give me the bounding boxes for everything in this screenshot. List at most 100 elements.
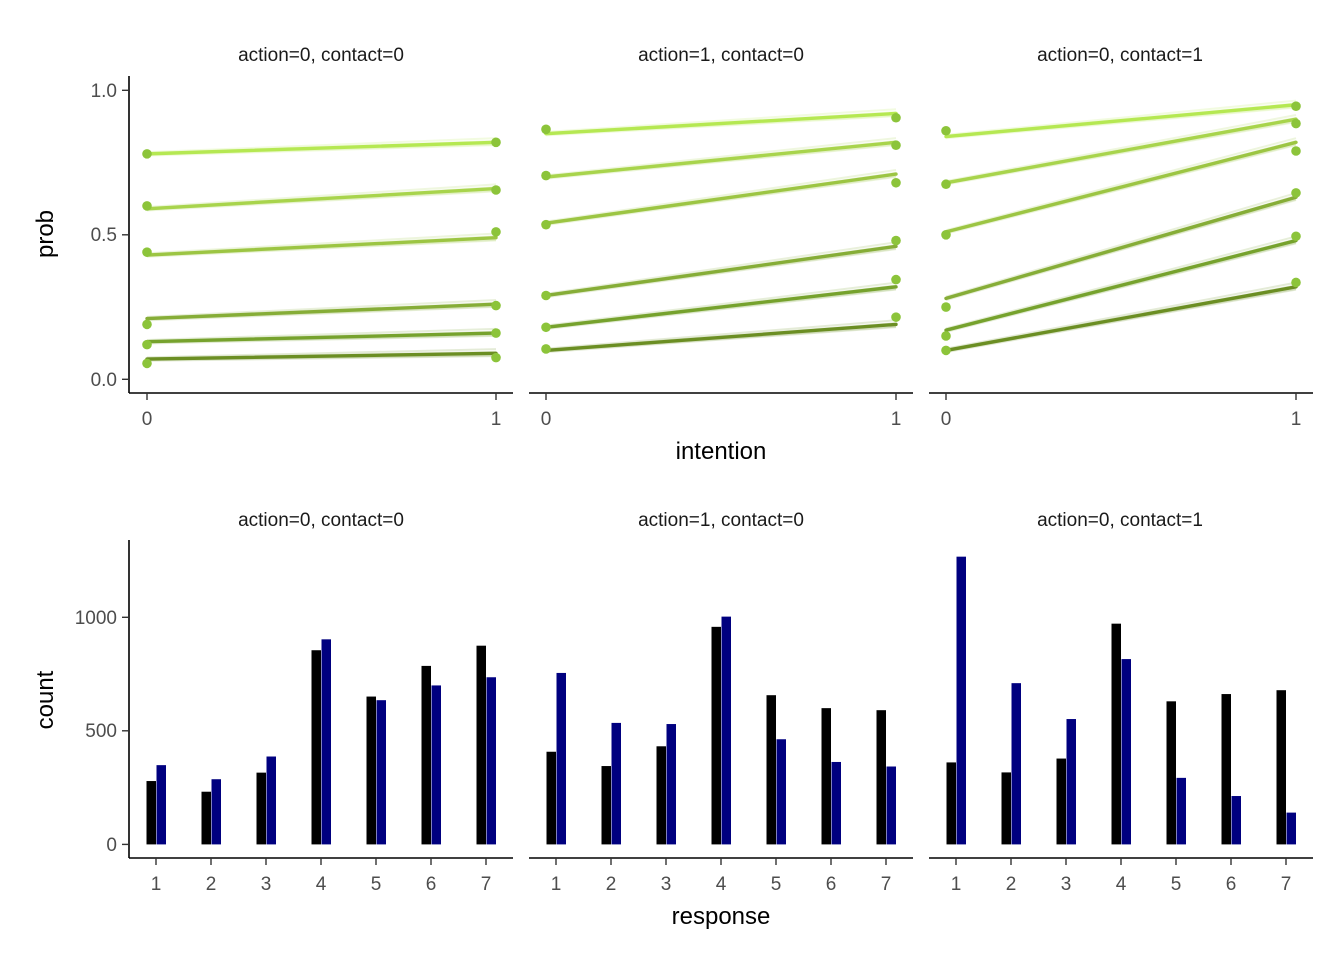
probability-line	[544, 322, 898, 353]
count-plot: action=0, contact=0 action=1, contact=0 …	[32, 510, 1313, 930]
observed-point	[941, 125, 951, 136]
observed-point	[941, 331, 951, 341]
count-x-tick-label: 7	[481, 874, 492, 895]
posterior-sample-line	[945, 137, 1297, 232]
posterior-sample-line	[945, 281, 1297, 350]
count-x-tick-label: 4	[316, 874, 327, 895]
observed-point	[1291, 277, 1301, 288]
count-x-tick-label: 6	[426, 874, 437, 895]
observed-point	[142, 149, 152, 159]
count-bar-black	[1111, 623, 1121, 845]
posterior-sample-line	[146, 183, 497, 209]
prob-strip-2: action=1, contact=0	[638, 45, 804, 66]
posterior-sample-line	[146, 327, 497, 341]
probability-line	[944, 195, 1298, 301]
posterior-sample-line	[146, 305, 497, 322]
observed-point	[541, 322, 551, 333]
count-bar-black	[821, 708, 831, 845]
count-bar-blue	[1286, 812, 1296, 845]
prob-x-tick-label: 0	[142, 409, 153, 430]
count-bar-black	[876, 710, 886, 845]
count-x-tick-label: 2	[1006, 874, 1017, 895]
probability-line	[944, 103, 1298, 139]
posterior-sample-line	[945, 106, 1297, 140]
count-y-tick-label: 1000	[75, 608, 117, 629]
observed-point	[491, 185, 501, 195]
count-bar-blue	[486, 677, 496, 845]
posterior-sample-line	[545, 319, 897, 350]
count-bar-blue	[1121, 659, 1131, 845]
observed-point	[1291, 146, 1301, 156]
posterior-sample-line	[146, 298, 497, 318]
count-bar-blue	[721, 616, 731, 845]
probability-line	[145, 140, 498, 156]
count-bar-black	[366, 696, 376, 845]
count-y-tick-label: 0	[106, 835, 117, 856]
count-x-tick-label: 4	[1116, 874, 1127, 895]
count-bar-blue	[611, 722, 621, 845]
posterior-sample-line	[545, 248, 897, 299]
posterior-sample-line	[146, 334, 497, 345]
prob-strip-3: action=0, contact=1	[1037, 45, 1203, 66]
posterior-sample-line	[545, 241, 897, 295]
count-bar-blue	[776, 739, 786, 845]
posterior-sample-line	[945, 120, 1297, 186]
count-bar-black	[946, 762, 956, 845]
count-bar-black	[1001, 772, 1011, 845]
count-bar-blue	[1011, 683, 1021, 845]
observed-point	[891, 177, 901, 188]
count-bar-blue	[431, 685, 441, 845]
prob-x-tick-label: 0	[941, 409, 952, 430]
count-bar-blue	[886, 766, 896, 845]
observed-point	[1291, 101, 1301, 111]
count-x-tick-label: 5	[771, 874, 782, 895]
observed-point	[491, 300, 501, 311]
posterior-sample-line	[146, 137, 497, 154]
count-x-axis-title: response	[672, 903, 771, 930]
probability-line	[944, 140, 1298, 234]
count-bar-black	[766, 695, 776, 845]
posterior-sample-line	[146, 190, 497, 212]
prob-panel-3	[941, 99, 1301, 356]
observed-point	[491, 137, 501, 148]
observed-point	[941, 179, 951, 190]
posterior-sample-line	[146, 232, 497, 255]
count-panel-1	[146, 639, 496, 845]
count-x-tick-label: 1	[551, 874, 562, 895]
probability-line	[544, 285, 898, 329]
count-x-tick-label: 7	[881, 874, 892, 895]
observed-point	[142, 201, 152, 211]
probability-line	[145, 186, 498, 211]
count-bar-blue	[556, 672, 566, 845]
count-x-tick-label: 6	[826, 874, 837, 895]
count-x-ticks: 1 2 3 4 5 6 7 1 2 3 4 5 6 7 1 2 3 4 5 6 7	[151, 858, 1292, 895]
posterior-sample-line	[545, 108, 897, 133]
count-bar-black	[711, 626, 721, 845]
count-x-tick-label: 3	[261, 874, 272, 895]
observed-point	[941, 230, 951, 240]
observed-point	[142, 339, 152, 350]
prob-y-tick-label: 1.0	[91, 81, 117, 102]
observed-point	[491, 227, 501, 237]
count-y-tick-label: 500	[85, 721, 117, 742]
count-x-tick-label: 3	[1061, 874, 1072, 895]
count-bar-black	[601, 766, 611, 845]
prob-panel-2	[541, 108, 901, 354]
observed-point	[142, 319, 152, 330]
prob-x-tick-label: 0	[541, 409, 552, 430]
count-strip-3: action=0, contact=1	[1037, 510, 1203, 531]
posterior-sample-line	[945, 99, 1297, 136]
prob-x-tick-label: 1	[1291, 409, 1302, 430]
probability-line	[544, 140, 898, 179]
posterior-sample-line	[945, 144, 1297, 235]
prob-plot: action=0, contact=0 action=1, contact=0 …	[32, 45, 1313, 465]
count-bar-blue	[321, 639, 331, 845]
count-bar-blue	[376, 700, 386, 845]
count-bar-blue	[1231, 796, 1241, 845]
prob-x-axis-title: intention	[676, 438, 767, 465]
observed-point	[491, 328, 501, 338]
count-x-tick-label: 7	[1281, 874, 1292, 895]
count-bar-black	[1056, 758, 1066, 845]
count-bar-black	[476, 645, 486, 845]
